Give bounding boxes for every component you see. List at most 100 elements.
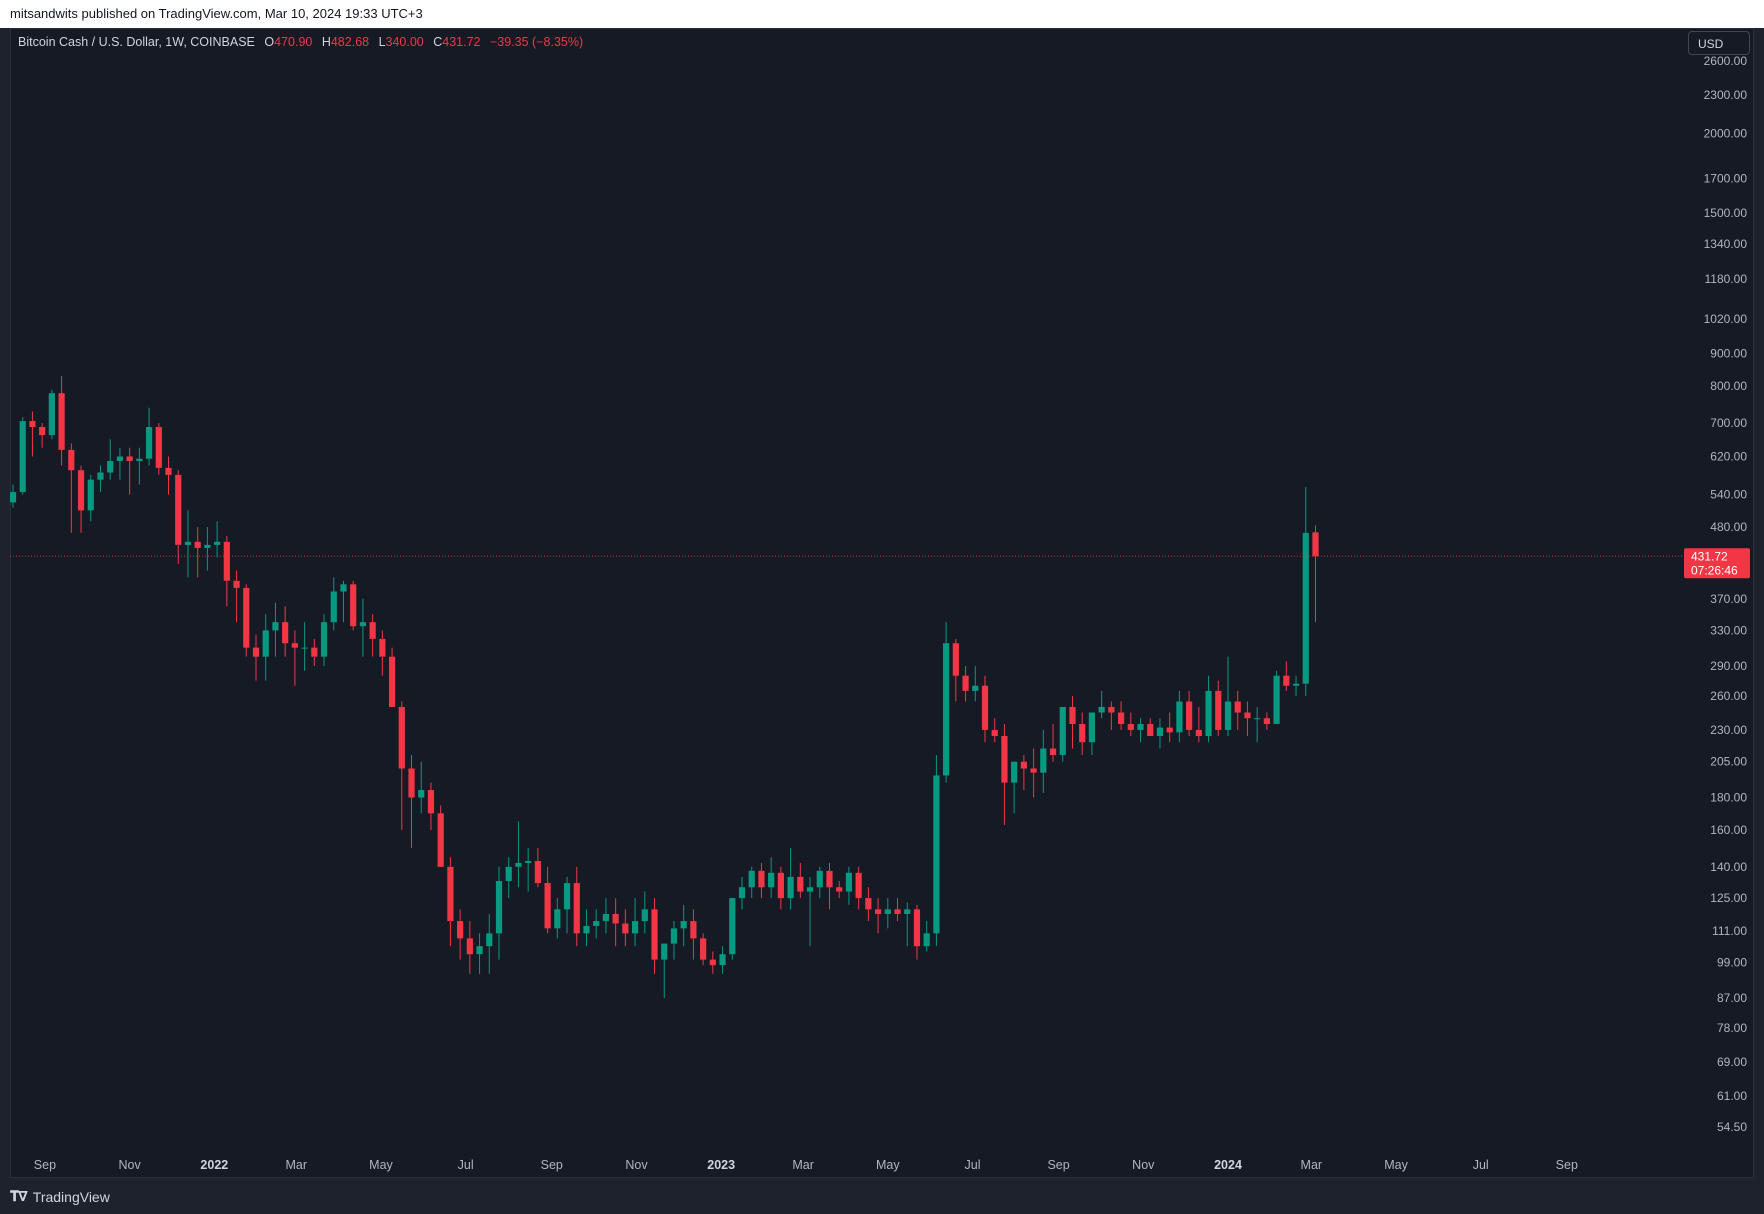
y-tick-label: 1180.00 (1705, 272, 1748, 286)
candle (155, 423, 162, 475)
candle (1166, 712, 1173, 743)
candle (719, 946, 726, 974)
candle (223, 535, 230, 607)
symbol-name[interactable]: Bitcoin Cash / U.S. Dollar, 1W, COINBASE (18, 35, 255, 49)
candle (145, 407, 153, 466)
y-tick-label: 2000.00 (1704, 127, 1748, 141)
candle (398, 701, 405, 831)
candle (68, 443, 75, 533)
candle (612, 898, 619, 947)
candle (350, 580, 357, 631)
y-tick-label: 540.00 (1710, 488, 1747, 502)
candle (602, 898, 610, 934)
candle (1137, 718, 1144, 743)
candle (836, 880, 843, 899)
currency-button[interactable]: USD (1688, 31, 1750, 55)
y-tick-label: 2600.00 (1704, 54, 1748, 68)
candle (1283, 661, 1290, 691)
candle (1030, 748, 1037, 798)
x-tick-label: May (1384, 1158, 1408, 1172)
candle (593, 909, 600, 939)
candle (962, 666, 969, 702)
x-tick-label: May (369, 1158, 393, 1172)
candle (787, 847, 794, 910)
x-tick-label: Mar (286, 1158, 308, 1172)
x-tick-label: Sep (541, 1158, 563, 1172)
high-value: 482.68 (330, 35, 370, 49)
x-tick-label: May (876, 1158, 900, 1172)
candle (1263, 712, 1270, 730)
candle (340, 580, 347, 623)
candle (904, 902, 911, 947)
y-tick-label: 260.00 (1710, 689, 1747, 703)
tradingview-logo[interactable]: 𝐓∇ TradingView (10, 1188, 110, 1205)
candle (855, 866, 862, 910)
candle (330, 577, 337, 631)
symbol-legend: Bitcoin Cash / U.S. Dollar, 1W, COINBASE… (18, 35, 583, 49)
candle (379, 630, 386, 676)
candle (10, 484, 17, 508)
candle (184, 510, 192, 578)
candle (97, 465, 104, 493)
candle (943, 622, 950, 783)
x-tick-label: Jul (1473, 1158, 1489, 1172)
candle (806, 876, 814, 947)
candle (19, 417, 26, 495)
high-label: H (321, 35, 331, 49)
candle (1234, 690, 1241, 730)
candle (1079, 712, 1086, 756)
candle (116, 447, 124, 480)
candle (447, 857, 454, 947)
open-value: 470.90 (274, 35, 313, 49)
candle (1117, 701, 1125, 730)
candle (194, 527, 201, 578)
candle (680, 904, 687, 947)
y-tick-label: 87.00 (1717, 991, 1747, 1005)
candle (797, 862, 804, 899)
y-tick-label: 620.00 (1710, 449, 1747, 463)
y-tick-label: 700.00 (1710, 416, 1747, 430)
candle (408, 755, 415, 848)
y-tick-label: 230.00 (1710, 723, 1747, 737)
candle (573, 866, 580, 947)
candle (981, 675, 989, 743)
x-tick-label: Nov (119, 1158, 142, 1172)
y-tick-label: 1500.00 (1704, 206, 1748, 220)
candle (1195, 706, 1202, 743)
chart-frame[interactable] (10, 28, 1754, 1178)
candle (768, 857, 775, 899)
y-tick-label: 205.00 (1710, 755, 1747, 769)
x-tick-label: Sep (1556, 1158, 1578, 1172)
candle (826, 862, 833, 910)
price-badge-countdown: 07:26:46 (1691, 563, 1738, 577)
candle (369, 614, 376, 657)
published-banner: mitsandwits published on TradingView.com… (0, 0, 1764, 28)
candle (136, 447, 143, 485)
candle (1108, 701, 1115, 730)
y-tick-label: 330.00 (1710, 623, 1747, 637)
candle (1273, 670, 1280, 725)
candle (709, 951, 716, 974)
y-tick-label: 54.50 (1717, 1120, 1747, 1134)
candle (1059, 706, 1066, 762)
close-value: 431.72 (442, 35, 481, 49)
candle (58, 376, 65, 466)
candle (320, 614, 328, 667)
y-tick-label: 480.00 (1710, 520, 1747, 534)
candle (1001, 724, 1008, 825)
candle (884, 898, 891, 929)
footer-bar: 𝐓∇ TradingView (0, 1178, 1764, 1214)
candle (437, 805, 444, 867)
candle (1215, 680, 1222, 737)
candle (39, 423, 46, 448)
candle (816, 866, 823, 899)
candle (466, 921, 473, 974)
candle (457, 909, 464, 960)
candle (544, 866, 551, 934)
candle (1254, 706, 1261, 743)
candle (1147, 718, 1154, 737)
candle (262, 614, 269, 681)
candle (1156, 718, 1164, 749)
candle (1088, 712, 1096, 756)
